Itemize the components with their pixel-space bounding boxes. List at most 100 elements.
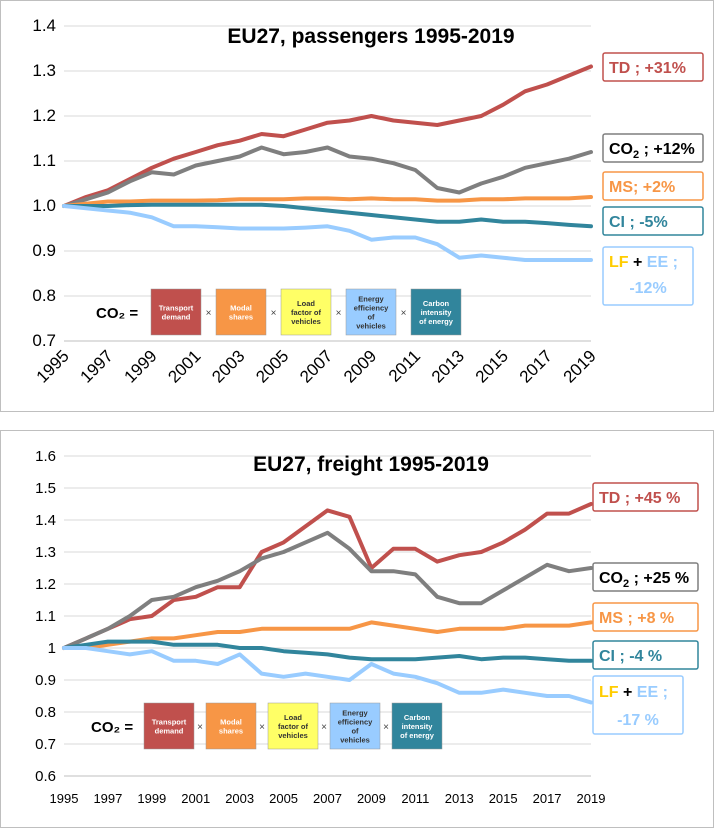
- y-tick-label: 1.1: [32, 151, 56, 170]
- series-line: [62, 145, 593, 208]
- series-end-label-box: [602, 133, 704, 163]
- x-tick-label: 2019: [577, 791, 606, 806]
- formula-term-box: [215, 288, 267, 336]
- y-tick-label: 1.4: [35, 512, 56, 529]
- y-tick-label: 0.8: [32, 286, 56, 305]
- formula-term-label: Transport demand: [152, 718, 187, 736]
- x-tick-label: 2009: [357, 791, 386, 806]
- formula-times: ×: [206, 308, 212, 319]
- formula-term-label: Transport demand: [159, 304, 194, 322]
- series-line: [62, 64, 593, 208]
- series-end-label-box: [592, 562, 699, 592]
- lfee-label-box: [602, 246, 694, 306]
- series-line: [62, 639, 593, 663]
- y-tick-label: 0.7: [32, 331, 56, 350]
- series-line: [62, 202, 593, 229]
- x-tick-label: 2011: [401, 791, 429, 806]
- y-tick-label: 1: [48, 640, 56, 657]
- x-tick-label: 2017: [533, 791, 562, 806]
- x-tick-label: 2001: [164, 346, 204, 386]
- y-tick-label: 1.2: [35, 576, 56, 593]
- x-tick-label: 2015: [472, 346, 512, 386]
- formula-term-box: [410, 288, 462, 336]
- series-end-label: CI ; -5%: [609, 214, 668, 231]
- y-tick-label: 0.8: [35, 704, 56, 721]
- formula-term-box: [345, 288, 397, 336]
- lfee-label-line1: LF + EE ;: [599, 684, 668, 701]
- y-tick-label: 1.5: [35, 480, 56, 497]
- x-tick-label: 2003: [225, 791, 254, 806]
- formula-term-label: Load factor of vehicles: [291, 299, 322, 326]
- formula-times: ×: [383, 722, 389, 733]
- formula-lhs: CO₂ =: [91, 719, 133, 736]
- y-tick-label: 0.7: [35, 736, 56, 753]
- x-tick-label: 1997: [77, 346, 117, 386]
- series-end-label-box: [592, 482, 699, 512]
- x-tick-label: 2019: [560, 346, 600, 386]
- y-tick-label: 1.6: [35, 448, 56, 465]
- series-end-label: TD ; +31%: [609, 60, 686, 77]
- passengers-chart-panel: 0.7 0.8 0.9 1.0 1.1 1.2 1.3 1.4 1995 1997 1999 2001…: [0, 0, 714, 412]
- x-tick-label: 2013: [445, 791, 474, 806]
- passengers-chart: 0.7 0.8 0.9 1.0 1.1 1.2 1.3 1.4 1995 1997 1999 2001…: [32, 16, 704, 387]
- series-end-label-box: [602, 52, 704, 82]
- lfee-label-line2: -17 %: [617, 712, 659, 729]
- series-line: [62, 204, 593, 262]
- formula-term-label: Modal shares: [229, 304, 253, 322]
- formula-term-box: [150, 288, 202, 336]
- y-tick-label: 0.9: [32, 241, 56, 260]
- series-end-label: MS ; +8 %: [599, 610, 674, 627]
- formula-term-label: Energy efficiency of vehicles: [338, 709, 373, 745]
- series-end-label-box: [602, 171, 704, 201]
- lfee-label-box: [592, 675, 684, 735]
- series-line: [62, 530, 593, 650]
- freight-chart: 0.6 0.7 0.8 0.9 1 1.1 1.2 1.3 1.4 1.5 1.6 1995 1997 1…: [35, 448, 699, 806]
- y-tick-label: 1.4: [32, 16, 56, 35]
- series-line: [62, 620, 593, 650]
- chart-title: EU27, freight 1995-2019: [253, 453, 489, 476]
- formula-term-box: [267, 702, 319, 750]
- formula-times: ×: [401, 308, 407, 319]
- formula-times: ×: [259, 722, 265, 733]
- x-tick-label: 2003: [208, 346, 248, 386]
- formula-term-label: Carbon intensity of energy: [419, 299, 454, 326]
- series-end-label-box: [592, 640, 699, 670]
- y-tick-label: 1.3: [32, 61, 56, 80]
- freight-chart-panel: 0.6 0.7 0.8 0.9 1 1.1 1.2 1.3 1.4 1.5 1.6 1995 1997 1…: [0, 430, 714, 828]
- formula-term-box: [205, 702, 257, 750]
- formula-times: ×: [271, 308, 277, 319]
- series-end-label-box: [592, 602, 699, 632]
- series-end-label: CO2 ; +25 %: [599, 570, 689, 590]
- series-line: [62, 502, 593, 650]
- formula-times: ×: [321, 722, 327, 733]
- series-end-label-box: [602, 206, 704, 236]
- formula-lhs: CO₂ =: [96, 305, 138, 322]
- x-tick-label: 2007: [296, 346, 336, 386]
- series-end-label: CI ; -4 %: [599, 648, 662, 665]
- formula-times: ×: [336, 308, 342, 319]
- formula-term-label: Load factor of vehicles: [278, 713, 309, 740]
- x-tick-label: 2015: [489, 791, 518, 806]
- y-tick-label: 1.2: [32, 106, 56, 125]
- formula-term-box: [143, 702, 195, 750]
- x-tick-label: 2005: [269, 791, 298, 806]
- x-tick-label: 2013: [428, 346, 468, 386]
- formula-term-label: Modal shares: [219, 718, 243, 736]
- x-tick-label: 2005: [252, 346, 292, 386]
- formula-term-label: Carbon intensity of energy: [400, 713, 435, 740]
- y-tick-label: 1.0: [32, 196, 56, 215]
- x-tick-label: 2011: [385, 346, 424, 385]
- lfee-label-line2: -12%: [629, 280, 666, 297]
- x-tick-label: 2009: [340, 346, 380, 386]
- x-tick-label: 1999: [137, 791, 166, 806]
- series-line: [62, 195, 593, 208]
- y-tick-label: 1.3: [35, 544, 56, 561]
- formula-term-box: [280, 288, 332, 336]
- formula-term-label: Energy efficiency of vehicles: [354, 295, 389, 331]
- series-end-label: MS; +2%: [609, 179, 675, 196]
- series-end-label: TD ; +45 %: [599, 490, 680, 507]
- x-tick-label: 1995: [33, 346, 73, 386]
- chart-title: EU27, passengers 1995-2019: [227, 25, 514, 48]
- formula-term-box: [391, 702, 443, 750]
- lfee-label-line1: LF + EE ;: [609, 254, 678, 271]
